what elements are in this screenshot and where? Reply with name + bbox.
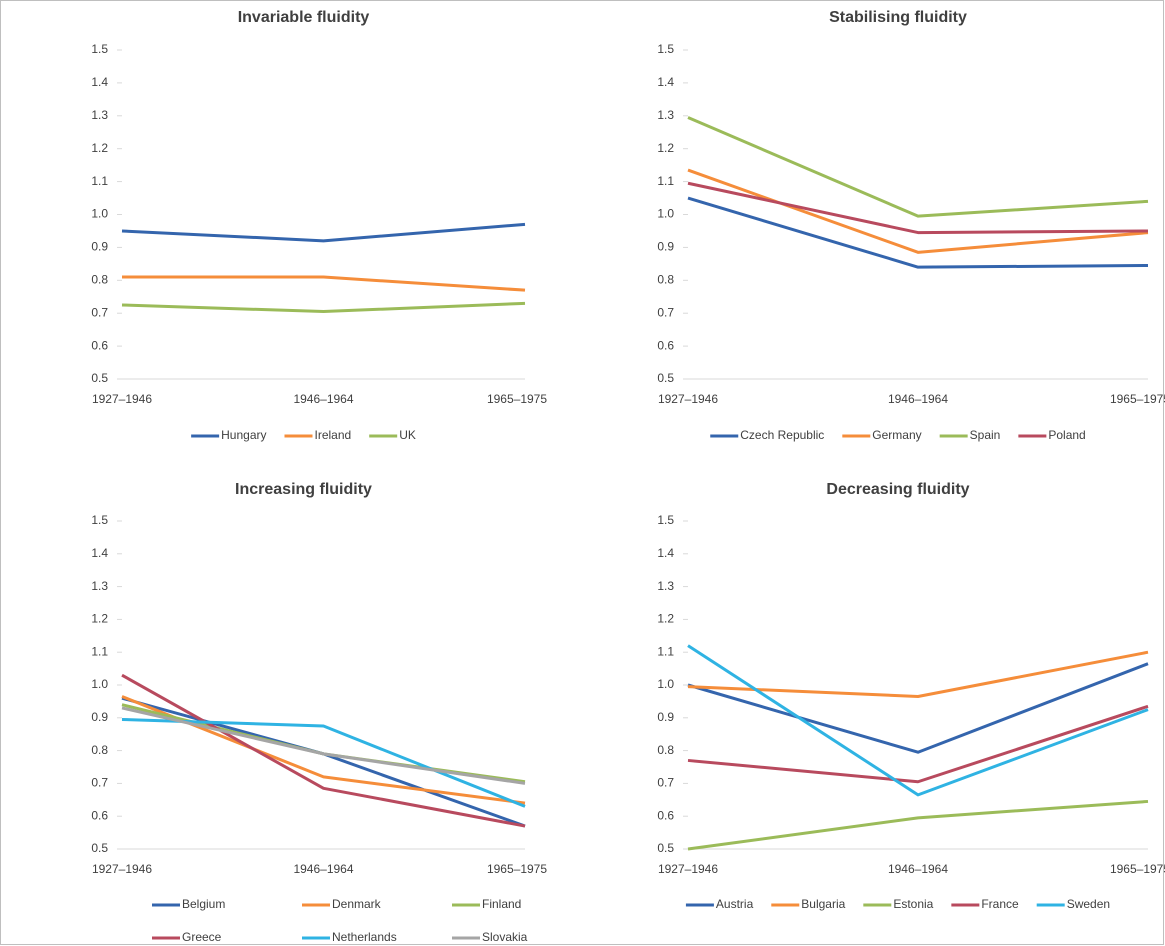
y-tick-label: 1.4 [91,546,108,560]
y-tick-label: 1.5 [657,513,674,527]
legend-label: Greece [182,930,222,944]
x-tick-label: 1927–1946 [658,392,718,406]
x-tick-label: 1965–1975 [1110,392,1165,406]
y-tick-label: 0.6 [657,338,674,352]
y-tick-label: 1.3 [91,108,108,122]
y-tick-label: 1.1 [91,174,108,188]
y-tick-label: 0.5 [657,371,674,385]
y-tick-label: 0.5 [657,841,674,855]
series-line [687,704,1149,784]
legend-label: Czech Republic [740,428,824,442]
legend-label: Netherlands [332,930,397,944]
y-tick-label: 1.1 [657,174,674,188]
y-tick-label: 1.0 [91,207,108,221]
y-tick-label: 0.6 [91,808,108,822]
series-line [687,116,1149,218]
y-tick-label: 1.3 [91,579,108,593]
y-tick-label: 1.0 [91,677,108,691]
x-tick-label: 1946–1964 [888,862,948,876]
y-tick-label: 0.8 [657,272,674,286]
series-line [687,181,1149,235]
chart-title: Invariable fluidity [238,9,370,26]
y-tick-label: 1.2 [91,141,108,155]
series-line [687,644,1149,797]
series-line [121,301,526,314]
y-tick-label: 1.0 [657,207,674,221]
y-tick-label: 1.1 [657,644,674,658]
legend-label: France [981,897,1019,911]
y-tick-label: 0.9 [657,240,674,254]
y-tick-label: 0.6 [91,338,108,352]
x-tick-label: 1946–1964 [293,862,353,876]
y-tick-label: 1.3 [657,579,674,593]
y-tick-label: 0.5 [91,371,108,385]
chart-title: Stabilising fluidity [829,9,967,26]
legend-label: Belgium [182,897,225,911]
legend-label: Sweden [1067,897,1110,911]
x-tick-label: 1946–1964 [293,392,353,406]
chart-title: Increasing fluidity [235,481,372,498]
series-line [122,275,526,292]
y-tick-label: 1.3 [657,108,674,122]
legend-label: Hungary [221,428,266,442]
y-tick-label: 0.7 [91,776,108,790]
y-tick-label: 0.8 [657,743,674,757]
y-tick-label: 1.0 [657,677,674,691]
y-tick-label: 1.2 [91,612,108,626]
series-line [121,706,526,785]
y-tick-label: 0.7 [91,305,108,319]
legend-label: Finland [482,897,521,911]
legend-label: Austria [716,897,754,911]
series-line [687,196,1149,269]
legend-label: Estonia [893,897,933,911]
series-line [121,696,526,828]
y-tick-label: 0.7 [657,305,674,319]
y-tick-label: 1.5 [91,42,108,56]
y-tick-label: 0.5 [91,841,108,855]
legend-label: Slovakia [482,930,528,944]
legend-label: Poland [1048,428,1085,442]
legend-label: Germany [872,428,921,442]
legend-label: Spain [970,428,1001,442]
y-tick-label: 0.8 [91,272,108,286]
x-tick-label: 1965–1975 [1110,862,1165,876]
y-tick-label: 1.2 [657,141,674,155]
y-tick-label: 1.2 [657,612,674,626]
x-tick-label: 1927–1946 [92,862,152,876]
x-tick-label: 1965–1975 [487,862,547,876]
series-line [121,673,526,828]
legend-label: UK [399,428,416,442]
x-tick-label: 1927–1946 [658,862,718,876]
legend-label: Bulgaria [801,897,845,911]
chart-title: Decreasing fluidity [826,481,969,498]
series-line [687,662,1149,754]
y-tick-label: 0.9 [91,240,108,254]
series-line [121,717,526,808]
series-line [121,222,526,243]
series-line [687,650,1149,698]
legend-label: Ireland [314,428,351,442]
y-tick-label: 0.6 [657,808,674,822]
series-line [687,168,1149,254]
y-tick-label: 1.5 [657,42,674,56]
x-tick-label: 1946–1964 [888,392,948,406]
x-tick-label: 1927–1946 [92,392,152,406]
series-line [687,799,1149,851]
y-tick-label: 0.9 [657,710,674,724]
y-tick-label: 0.9 [91,710,108,724]
y-tick-label: 1.4 [657,75,674,89]
y-tick-label: 0.7 [657,776,674,790]
y-tick-label: 1.4 [91,75,108,89]
y-tick-label: 1.4 [657,546,674,560]
y-tick-label: 1.1 [91,644,108,658]
legend-label: Denmark [332,897,382,911]
y-tick-label: 0.8 [91,743,108,757]
y-tick-label: 1.5 [91,513,108,527]
x-tick-label: 1965–1975 [487,392,547,406]
